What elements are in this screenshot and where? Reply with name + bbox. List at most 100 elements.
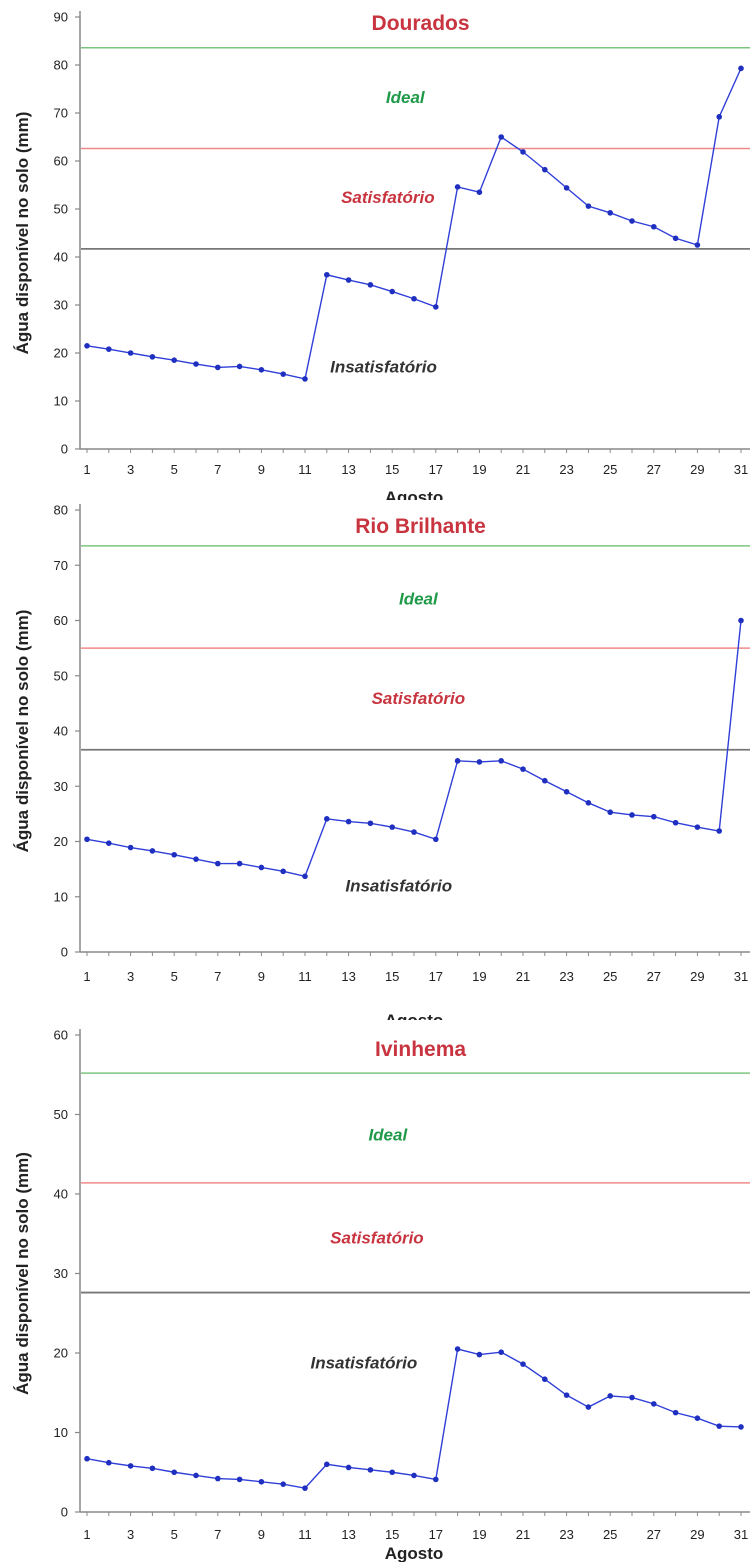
y-tick-label: 0 <box>61 945 68 960</box>
series-line <box>86 620 742 878</box>
y-tick-label: 90 <box>54 10 68 25</box>
chart-dourados: 0 10 20 30 40 50 60 70 80 90 1 3 5 7 9 11 13 15 17 19 21 23 25… <box>0 0 750 507</box>
data-point <box>498 758 505 764</box>
y-axis-label: Água disponível no solo (mm) <box>13 1152 32 1395</box>
y-tick-label: 80 <box>54 503 68 518</box>
x-tick-label: 5 <box>171 1527 178 1542</box>
x-tick-label: 15 <box>385 462 399 477</box>
y-tick-label: 70 <box>54 558 68 573</box>
x-tick-label: 25 <box>603 969 617 984</box>
data-point <box>106 1459 112 1466</box>
data-point <box>389 288 396 295</box>
x-tick-label: 31 <box>734 969 748 984</box>
zone-label-insatisf: Insatisfatório <box>330 357 437 376</box>
y-tick-label: 30 <box>54 1266 68 1281</box>
x-tick-label: 23 <box>559 969 573 984</box>
x-tick-label: 27 <box>647 1527 661 1542</box>
y-tick-label: 30 <box>54 298 68 313</box>
data-point <box>498 134 505 140</box>
data-point <box>607 809 613 816</box>
data-point <box>345 277 352 283</box>
x-tick-label: 3 <box>127 1527 134 1542</box>
data-point <box>651 223 657 230</box>
data-point <box>476 759 483 765</box>
y-tick-label: 60 <box>54 154 68 169</box>
x-tick-label: 21 <box>516 462 530 477</box>
x-tick-label: 7 <box>214 969 221 984</box>
data-point <box>302 873 308 880</box>
y-tick-label: 40 <box>54 1187 68 1202</box>
x-tick-label: 27 <box>647 462 661 477</box>
y-tick-label: 20 <box>54 346 68 361</box>
data-point <box>542 1376 548 1383</box>
data-point <box>542 777 548 784</box>
x-tick-label: 19 <box>472 1527 486 1542</box>
x-tick-label: 15 <box>385 1527 399 1542</box>
data-point <box>127 844 134 851</box>
data-point <box>542 166 548 173</box>
chart-title: Ivinhema <box>375 1038 466 1061</box>
x-tick-label: 29 <box>690 462 704 477</box>
data-point <box>280 371 287 377</box>
y-tick-label: 0 <box>61 442 68 457</box>
data-point <box>672 819 679 826</box>
data-point <box>215 860 221 867</box>
data-point <box>716 1423 722 1429</box>
zone-label-insatisf: Insatisfatório <box>345 877 452 896</box>
x-tick-label: 7 <box>214 462 221 477</box>
data-point <box>738 65 744 72</box>
zone-label-ideal: Ideal <box>399 589 439 608</box>
data-point <box>280 868 287 875</box>
data-point <box>389 1469 396 1476</box>
chart-title: Dourados <box>372 12 470 35</box>
y-tick-label: 60 <box>54 1028 68 1043</box>
data-point <box>215 364 221 371</box>
data-point <box>454 184 461 190</box>
data-point <box>476 1351 483 1358</box>
data-point <box>411 1472 417 1479</box>
y-axis-label: Água disponível no solo (mm) <box>13 112 32 355</box>
data-point <box>694 1415 701 1421</box>
x-tick-label: 17 <box>429 1527 443 1542</box>
x-tick-label: 25 <box>603 462 617 477</box>
data-point <box>171 851 177 858</box>
x-tick-label: 9 <box>258 462 265 477</box>
chart-title: Rio Brilhante <box>355 515 486 538</box>
x-tick-label: 9 <box>258 969 265 984</box>
data-point <box>498 1349 505 1356</box>
data-point <box>585 203 592 209</box>
chart-ivinhema: 0 10 20 30 40 50 60 1 3 5 7 9 11 13 15 17 19 21 23 25 27 29 31… <box>0 1020 750 1563</box>
chart-rio-brilhante: 0 10 20 30 40 50 60 70 80 1 3 5 7 9 11 13 15 17 19 21 23 25 27… <box>0 500 750 1030</box>
data-point <box>738 617 744 624</box>
data-point <box>215 1475 221 1482</box>
x-tick-label: 17 <box>429 969 443 984</box>
x-tick-label: 11 <box>298 462 312 477</box>
data-point <box>607 210 613 216</box>
data-point <box>171 1469 177 1476</box>
x-tick-label: 21 <box>516 1527 530 1542</box>
data-point <box>629 1394 635 1401</box>
data-point <box>236 363 243 370</box>
data-point <box>520 149 526 155</box>
data-point <box>367 282 374 288</box>
data-point <box>585 800 592 806</box>
x-tick-label: 13 <box>341 462 355 477</box>
data-point <box>324 271 330 278</box>
data-point <box>716 114 722 120</box>
data-point <box>629 812 635 818</box>
data-point <box>302 1485 308 1491</box>
x-axis-label: Agosto <box>385 488 444 500</box>
x-tick-label: 19 <box>472 462 486 477</box>
x-tick-label: 31 <box>734 1527 748 1542</box>
y-tick-label: 60 <box>54 613 68 628</box>
x-tick-label: 11 <box>298 1527 312 1542</box>
x-tick-label: 31 <box>734 462 748 477</box>
data-point <box>389 824 396 830</box>
data-point <box>694 242 701 248</box>
data-point <box>106 840 112 846</box>
data-point <box>476 189 483 195</box>
x-tick-label: 1 <box>83 462 90 477</box>
x-tick-label: 15 <box>385 969 399 984</box>
x-tick-label: 9 <box>258 1527 265 1542</box>
